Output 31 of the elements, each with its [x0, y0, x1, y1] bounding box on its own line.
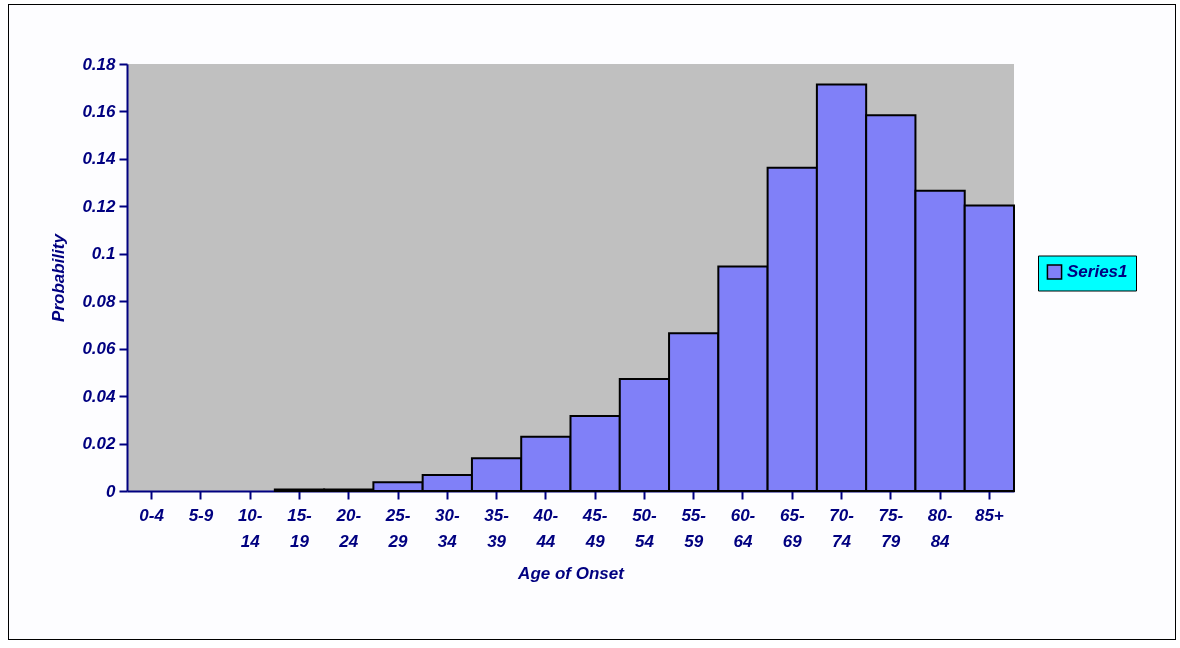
y-tick-label: 0: [106, 481, 117, 501]
y-tick-label: 0.02: [82, 434, 117, 454]
x-tick-label: 50-54: [632, 505, 658, 551]
y-tick-label: 0.12: [82, 196, 117, 216]
x-tick-label: 25-29: [384, 505, 411, 551]
x-tick-label: 75-79: [878, 505, 904, 551]
x-tick-label: 45-49: [581, 505, 608, 551]
x-tick-label: 0-4: [139, 505, 165, 525]
y-tick-label: 0.16: [82, 101, 117, 121]
x-tick-label: 20-24: [335, 505, 362, 551]
x-tick-label: 35-39: [484, 505, 510, 551]
x-tick-label: 70-74: [829, 505, 855, 551]
x-tick-label: 10-14: [237, 505, 263, 551]
y-tick-label: 0.14: [82, 149, 117, 169]
x-tick-label: 60-64: [730, 505, 756, 551]
y-axis-title: Probability: [49, 232, 69, 322]
y-tick-label: 0.08: [82, 291, 117, 311]
x-axis-title: Age of Onset: [517, 563, 626, 583]
x-tick-label: 55-59: [681, 505, 707, 551]
y-tick-label: 0.04: [82, 386, 117, 406]
x-tick-label: 65-69: [779, 505, 805, 551]
y-tick-label: 0.1: [91, 244, 116, 264]
y-tick-label: 0.06: [82, 339, 117, 359]
x-tick-label: 80-84: [927, 505, 953, 551]
x-tick-label: 5-9: [188, 505, 214, 525]
x-tick-label: 30-34: [435, 505, 460, 551]
x-tick-label: 15-19: [287, 505, 313, 551]
x-tick-label: 40-44: [532, 505, 559, 551]
y-tick-label: 0.18: [82, 54, 117, 74]
x-tick-label: 85+: [974, 505, 1004, 525]
legend-label: Series1: [1067, 262, 1128, 281]
